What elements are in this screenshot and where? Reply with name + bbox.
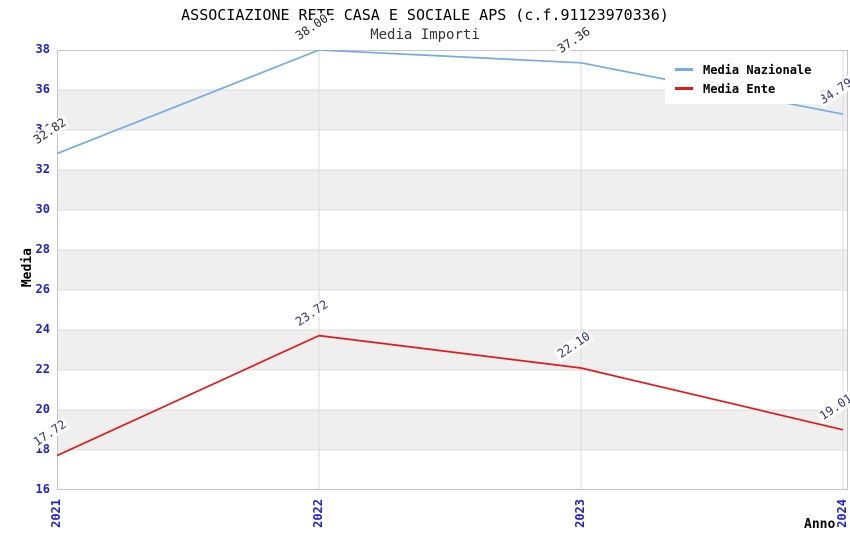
plot-area	[57, 50, 848, 490]
chart-title: ASSOCIAZIONE RETE CASA E SOCIALE APS (c.…	[181, 6, 669, 24]
legend-swatch-media-nazionale	[675, 68, 693, 71]
legend-label-media-nazionale: Media Nazionale	[703, 62, 812, 77]
x-tick-label: 2022	[311, 499, 325, 528]
plot-band	[57, 410, 848, 450]
plot-band	[57, 370, 848, 410]
y-tick-label: 20	[35, 402, 50, 416]
chart-subtitle: Media Importi	[370, 27, 480, 43]
y-tick-label: 24	[35, 322, 50, 336]
plot-band	[57, 290, 848, 330]
y-tick-label: 22	[35, 362, 50, 376]
legend-swatch-media-ente	[675, 87, 693, 90]
y-tick-label: 38	[35, 42, 50, 56]
y-tick-label: 26	[35, 282, 50, 296]
plot-band	[57, 330, 848, 370]
y-tick-label: 30	[35, 202, 50, 216]
x-tick-label: 2021	[49, 499, 63, 528]
plot-band	[57, 210, 848, 250]
plot-svg	[57, 50, 848, 490]
y-tick-label: 28	[35, 242, 50, 256]
line-media-ente	[57, 334, 844, 457]
plot-band	[57, 130, 848, 170]
plot-border	[57, 50, 848, 490]
plot-band	[57, 250, 848, 290]
y-tick-label: 32	[35, 162, 50, 176]
legend-item-media-ente: Media Ente	[675, 79, 811, 98]
plot-band	[57, 450, 848, 490]
x-tick-label: 2024	[835, 499, 849, 528]
y-tick-label: 36	[35, 82, 50, 96]
x-tick-label: 2023	[573, 499, 587, 528]
legend-label-media-ente: Media Ente	[703, 81, 776, 96]
plot-band	[57, 170, 848, 210]
legend: Media Nazionale Media Ente	[665, 54, 822, 104]
y-tick-label: 16	[35, 482, 50, 496]
legend-item-media-nazionale: Media Nazionale	[675, 60, 811, 79]
x-axis-title: Anno	[804, 517, 836, 532]
